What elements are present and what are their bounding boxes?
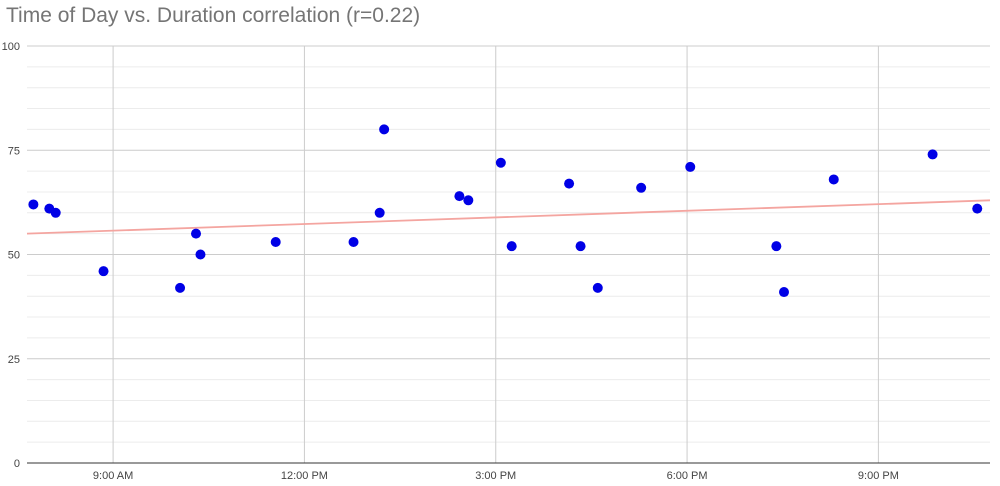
data-point <box>50 207 61 218</box>
x-tick-label: 6:00 PM <box>667 470 708 482</box>
data-point <box>348 236 359 247</box>
data-point <box>454 191 465 202</box>
data-point <box>379 124 390 135</box>
gridlines <box>27 45 990 463</box>
data-point <box>575 241 586 252</box>
data-point <box>927 149 938 160</box>
chart-title: Time of Day vs. Duration correlation (r=… <box>6 4 421 27</box>
y-tick-label: 100 <box>2 41 20 53</box>
y-tick-label: 50 <box>8 250 20 262</box>
data-point <box>98 266 109 277</box>
y-tick-label: 25 <box>8 354 20 366</box>
x-tick-label: 3:00 PM <box>475 470 516 482</box>
data-point <box>592 282 603 293</box>
trendline <box>26 199 991 235</box>
trendline-group <box>26 199 991 235</box>
data-point <box>195 249 206 260</box>
x-tick-label: 12:00 PM <box>281 470 328 482</box>
data-point <box>506 241 517 252</box>
x-tick-label: 9:00 AM <box>93 470 133 482</box>
data-point <box>685 161 696 172</box>
y-tick-label: 75 <box>8 145 20 157</box>
data-point <box>828 174 839 185</box>
data-point <box>636 182 647 193</box>
tick-labels: 0 25 50 75 100 9:00 AM 12:00 PM 3:00 PM 6:00 PM 9… <box>2 41 899 482</box>
data-point <box>191 228 202 239</box>
data-point <box>972 203 983 214</box>
data-point <box>374 207 385 218</box>
y-tick-label: 0 <box>14 458 20 470</box>
x-tick-label: 9:00 PM <box>858 470 899 482</box>
data-point <box>28 199 39 210</box>
data-point <box>463 195 474 206</box>
data-point <box>564 178 575 189</box>
data-point <box>270 236 281 247</box>
data-point <box>175 282 186 293</box>
data-points <box>28 124 983 298</box>
data-point <box>495 157 506 168</box>
data-point <box>771 241 782 252</box>
data-point <box>779 287 790 298</box>
